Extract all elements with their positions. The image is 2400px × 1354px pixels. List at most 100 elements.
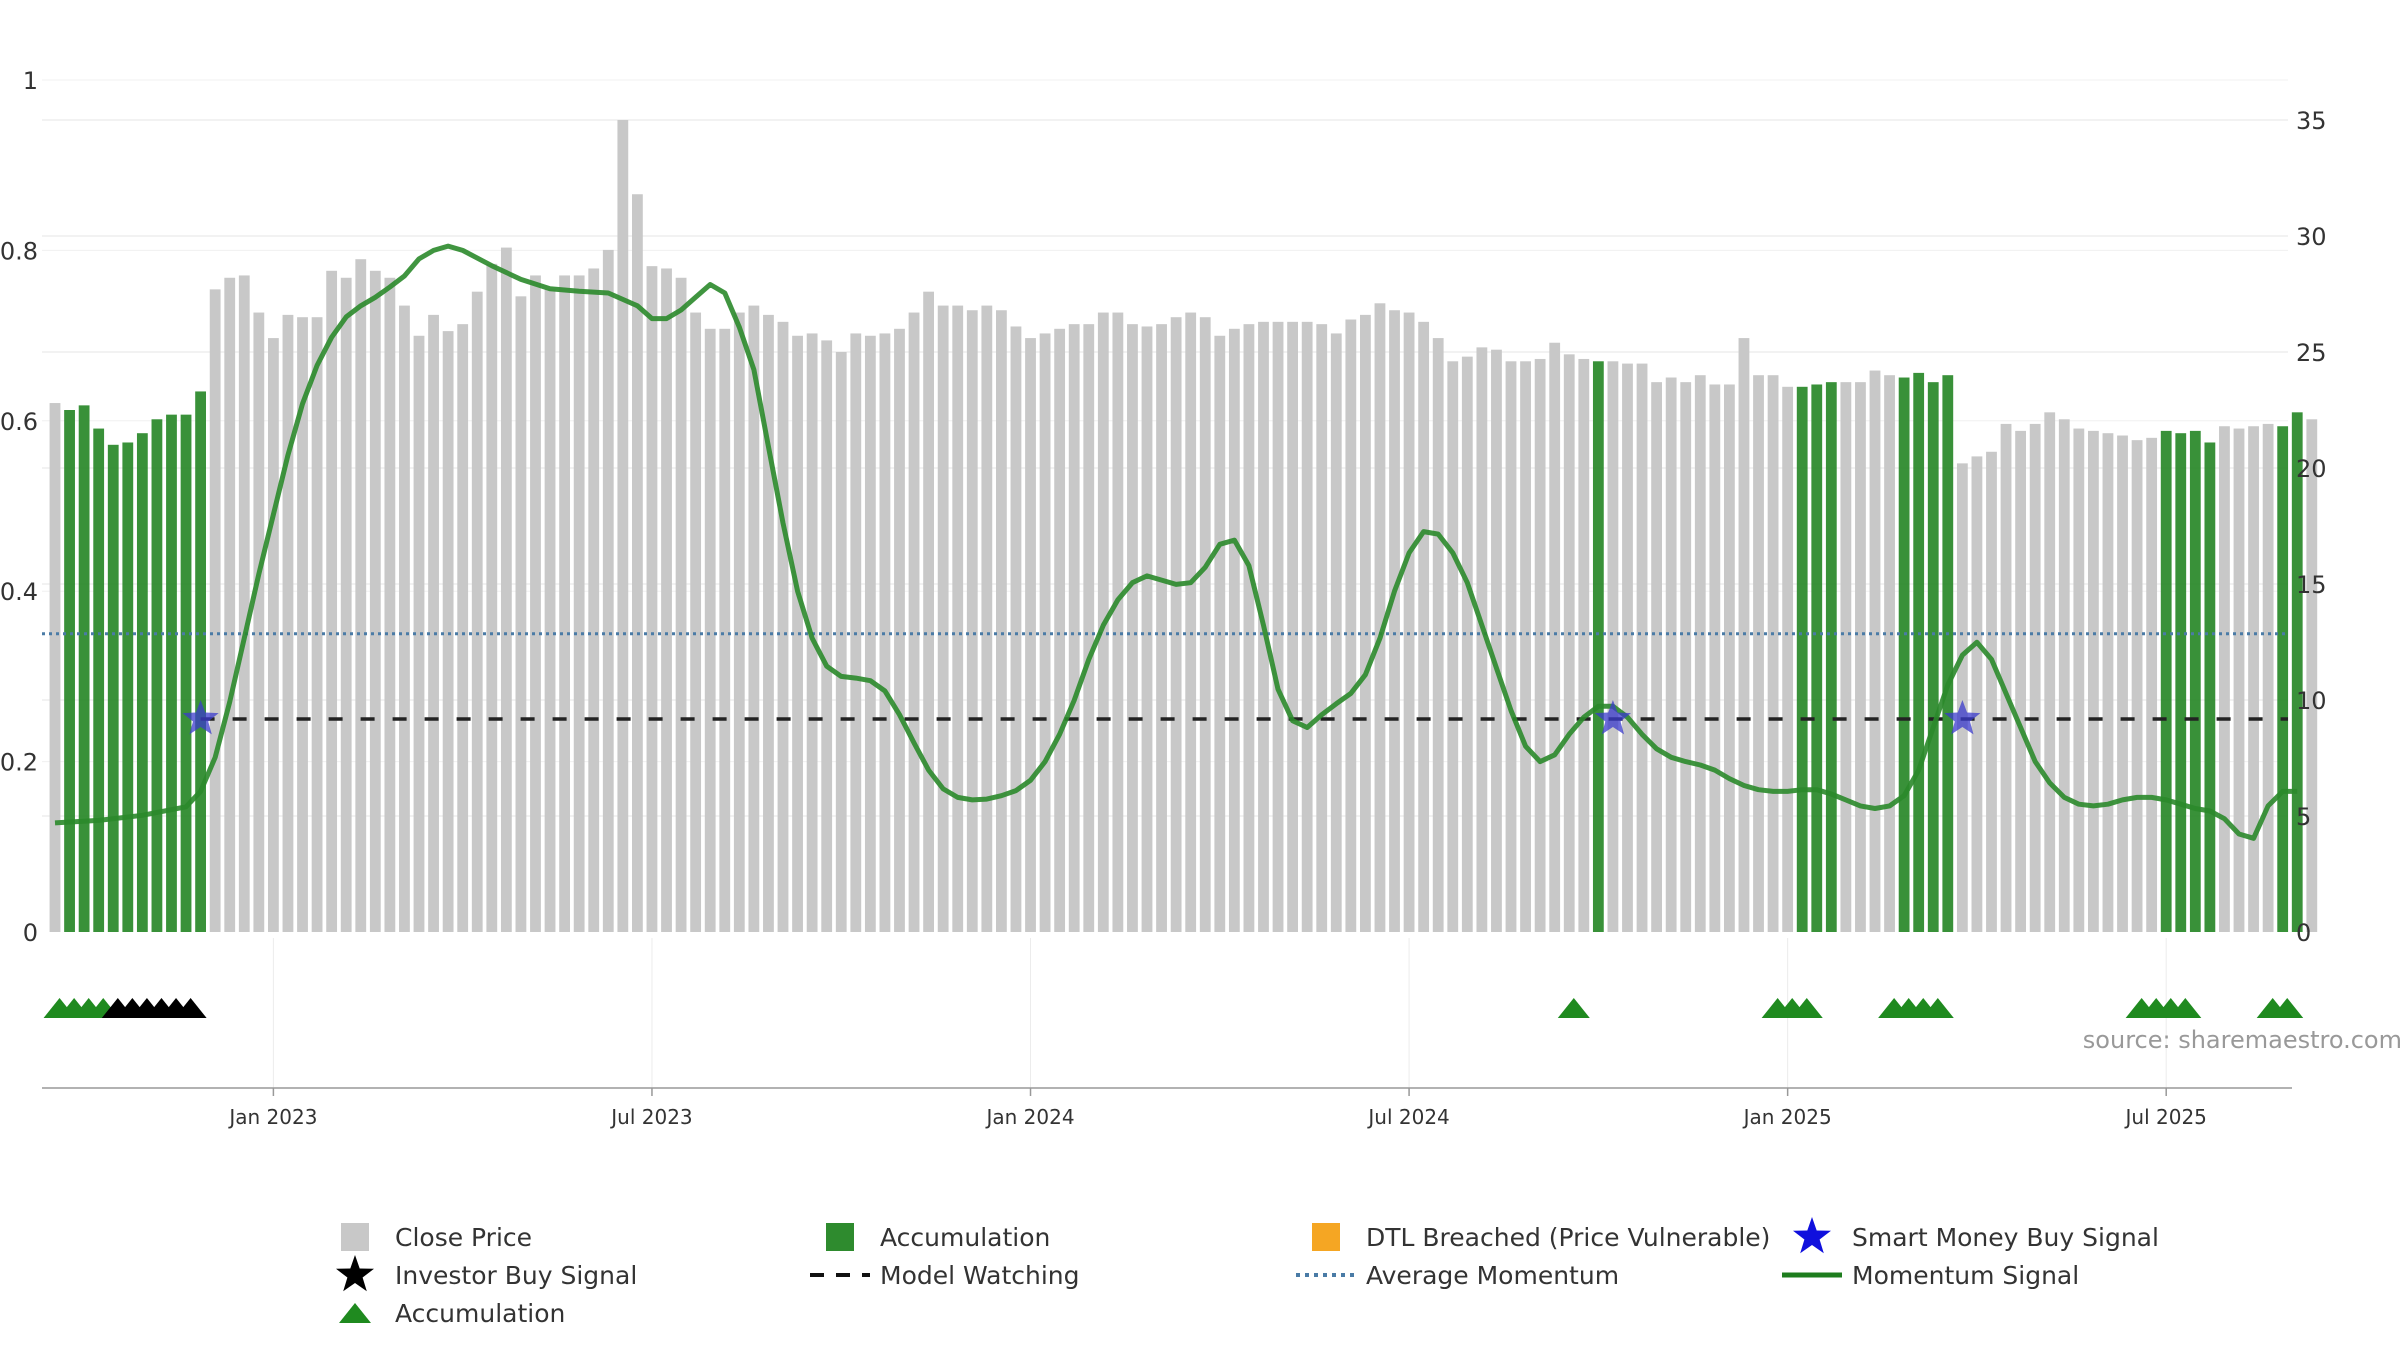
- legend-item-momentum: Momentum Signal: [1782, 1261, 2079, 1290]
- close-price-bar: [1534, 358, 1546, 933]
- accumulation-bar: [2175, 433, 2187, 932]
- legend-label: Accumulation: [395, 1299, 565, 1328]
- accumulation-bar: [1898, 377, 1910, 932]
- left-tick-label: 0.4: [0, 578, 38, 606]
- right-tick-label: 5: [2296, 803, 2311, 831]
- close-price-bar: [2306, 419, 2318, 932]
- close-price-bar: [209, 289, 221, 932]
- right-tick-label: 30: [2296, 223, 2327, 251]
- legend-item-investor: Investor Buy Signal: [336, 1255, 637, 1292]
- close-price-bar: [1694, 375, 1706, 932]
- x-tick-label: Jan 2024: [984, 1105, 1074, 1129]
- close-price-bar: [515, 296, 527, 932]
- left-tick-label: 0.6: [0, 408, 38, 436]
- close-price-bar: [1418, 321, 1430, 933]
- smart-money-buy-star: [1944, 700, 1981, 735]
- accumulation-bar: [2160, 430, 2172, 932]
- legend-label: Investor Buy Signal: [395, 1261, 637, 1290]
- x-tick-label: Jul 2024: [1366, 1105, 1449, 1129]
- close-price-bar: [1228, 328, 1240, 932]
- close-price-bar: [1127, 324, 1138, 932]
- close-price-bar: [1840, 382, 1852, 932]
- close-price-bar: [311, 317, 323, 932]
- close-price-bar: [1345, 319, 1357, 932]
- accumulation-bar: [1913, 372, 1925, 932]
- close-price-bar: [2088, 430, 2099, 932]
- close-price-bar: [1461, 356, 1473, 932]
- close-price-bar: [2000, 423, 2012, 932]
- close-price-bar: [428, 314, 439, 932]
- legend-item-acc_tri: Accumulation: [339, 1299, 565, 1328]
- close-price-bar: [1301, 321, 1313, 933]
- left-tick-label: 0.2: [0, 749, 38, 777]
- accumulation-marker: [1557, 998, 1590, 1018]
- close-price-bar: [1505, 361, 1517, 932]
- close-price-bar: [1986, 451, 1997, 932]
- close-price-bar: [1884, 375, 1895, 932]
- close-price-bar: [49, 403, 61, 932]
- close-price-bar: [238, 275, 250, 932]
- accumulation-bar: [2204, 442, 2216, 932]
- legend-item-close: Close Price: [341, 1223, 532, 1252]
- close-price-bar: [1767, 375, 1779, 932]
- close-price-bar: [282, 314, 294, 932]
- close-price-bar: [1491, 349, 1502, 932]
- accumulation-bar: [195, 391, 206, 932]
- legend-label: Accumulation: [880, 1223, 1050, 1252]
- close-price-bar: [1709, 384, 1721, 933]
- close-price-bar: [413, 335, 425, 932]
- close-price-bar: [2219, 426, 2230, 932]
- close-price-bar: [2029, 423, 2041, 932]
- accumulation-marker: [1790, 998, 1823, 1018]
- smart-money-buy-star: [1594, 700, 1631, 735]
- accumulation-bar: [2189, 430, 2201, 932]
- close-price-bar: [442, 331, 454, 932]
- line-series: [42, 243, 2298, 841]
- close-price-bar: [835, 352, 847, 932]
- legend-item-smart: Smart Money Buy Signal: [1793, 1217, 2159, 1254]
- close-price-bar: [1622, 363, 1633, 933]
- close-price-bar: [1374, 303, 1386, 932]
- accumulation-bar: [122, 442, 134, 932]
- close-price-bar: [602, 249, 614, 933]
- legend-item-watch: Model Watching: [810, 1261, 1080, 1290]
- accumulation-bar: [1592, 361, 1604, 932]
- close-price-bar: [632, 194, 643, 933]
- close-price-bar: [530, 275, 541, 932]
- close-price-bar: [777, 321, 789, 933]
- close-price-bar: [1869, 370, 1881, 932]
- accumulation-bar: [166, 414, 177, 932]
- legend-label: Close Price: [395, 1223, 532, 1252]
- close-price-bar: [923, 291, 934, 932]
- close-price-bar: [1578, 358, 1590, 933]
- close-price-bar: [384, 277, 396, 932]
- close-price-bar: [2044, 412, 2056, 932]
- close-price-bar: [748, 305, 760, 933]
- close-price-bar: [1665, 377, 1677, 932]
- close-price-bar: [399, 305, 410, 933]
- close-price-bar: [2117, 435, 2128, 932]
- close-price-bar: [1112, 312, 1124, 932]
- legend-label: Momentum Signal: [1852, 1261, 2079, 1290]
- close-price-bar: [486, 263, 498, 933]
- left-tick-label: 0: [23, 919, 38, 947]
- legend-label: Smart Money Buy Signal: [1852, 1223, 2159, 1252]
- close-price-bar: [1782, 386, 1794, 932]
- close-price-bar: [2073, 428, 2085, 932]
- close-price-bar: [1403, 312, 1415, 932]
- close-price-bar: [2015, 430, 2026, 932]
- accumulation-bar: [136, 433, 148, 932]
- right-tick-label: 15: [2296, 571, 2327, 599]
- close-price-bar: [937, 305, 949, 933]
- close-price-bar: [1476, 347, 1488, 932]
- accumulation-bar: [2277, 426, 2289, 932]
- close-price-bar: [588, 268, 600, 933]
- legend-triangle-accumulation: [339, 1303, 371, 1323]
- close-price-bar: [1068, 324, 1080, 932]
- close-price-bar: [1083, 324, 1095, 932]
- close-price-bar: [1549, 342, 1561, 933]
- close-price-bar: [1971, 456, 1983, 932]
- accumulation-bar: [1825, 382, 1837, 932]
